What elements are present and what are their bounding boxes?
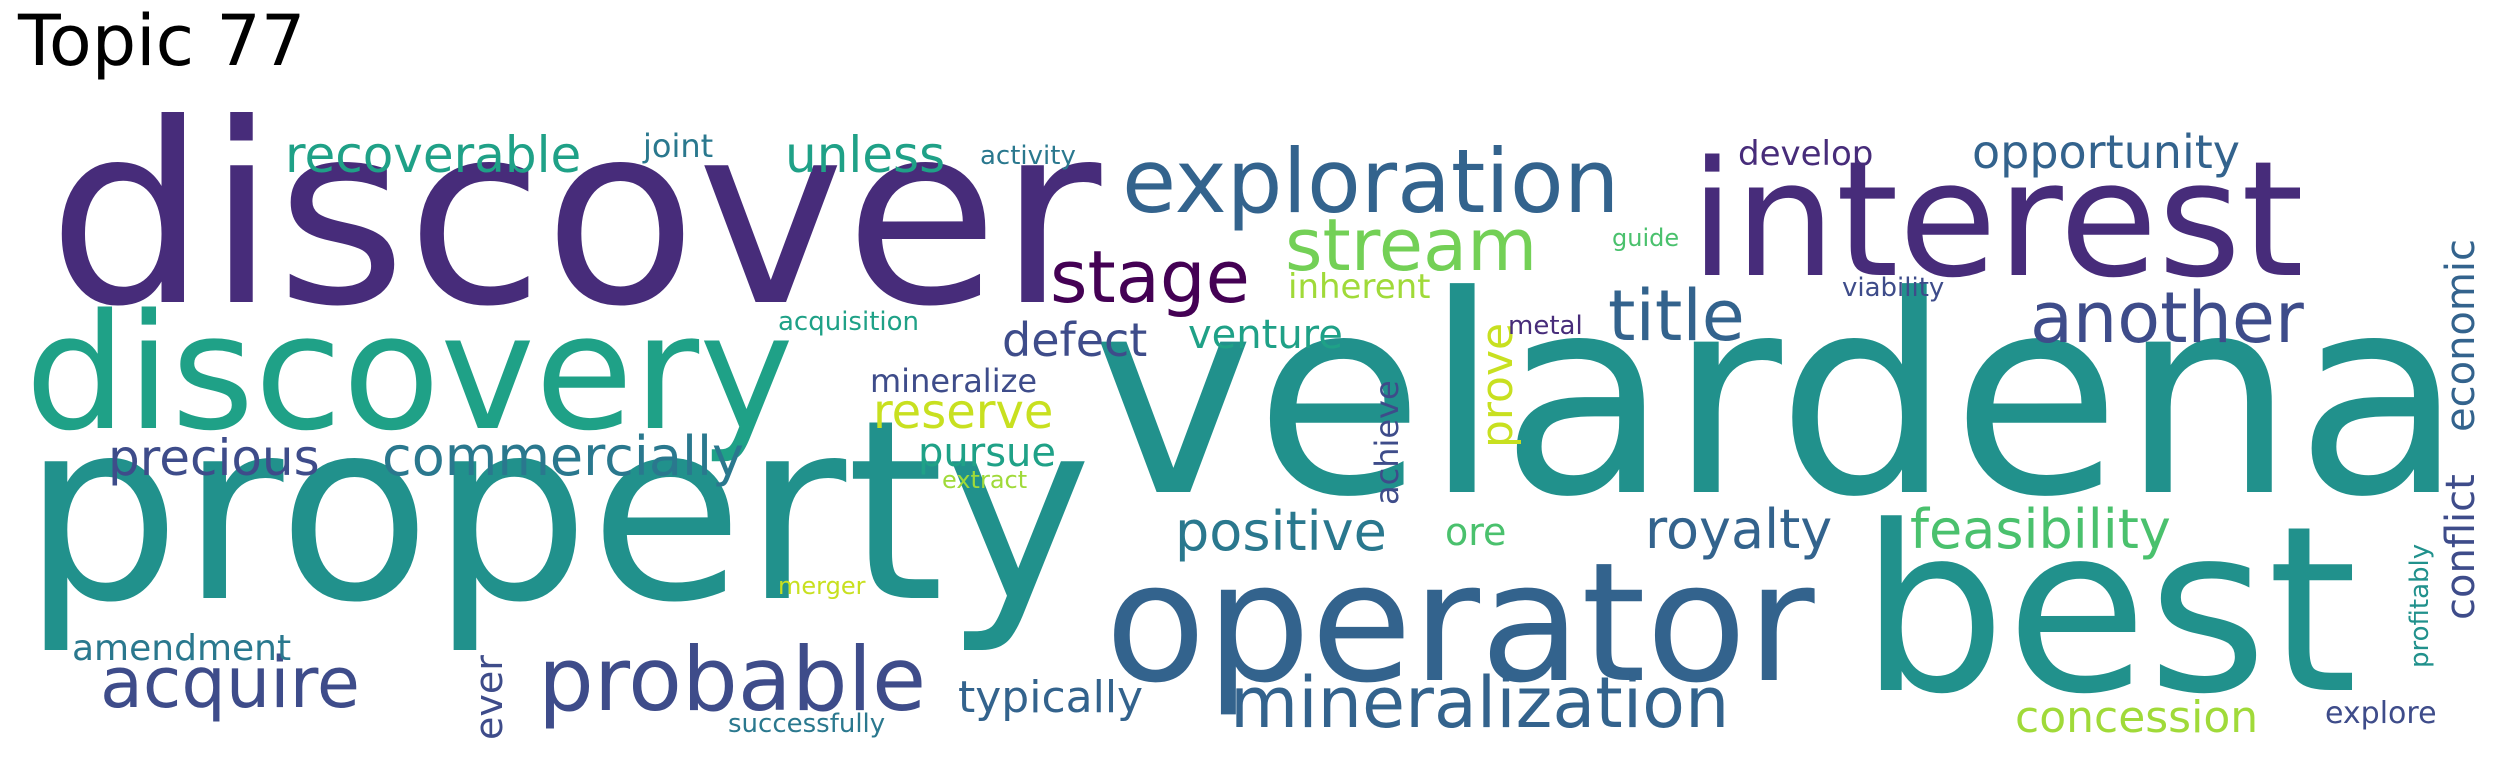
word-mineralize: mineralize [870, 362, 1037, 400]
word-title: title [1608, 275, 1745, 357]
word-defect: defect [1002, 313, 1147, 367]
word-acquisition: acquisition [778, 307, 919, 337]
word-ore: ore [1445, 510, 1506, 554]
word-recoverable: recoverable [285, 126, 581, 184]
word-feasibility: feasibility [1910, 498, 2171, 561]
word-discovery: discovery [25, 279, 794, 466]
word-unless: unless [785, 126, 945, 184]
word-viability: viability [1842, 273, 1944, 303]
word-economic: economic [2438, 239, 2484, 432]
word-velardena: velardena [1092, 237, 2464, 557]
word-royalty: royalty [1645, 498, 1832, 561]
word-stream: stream [1285, 203, 1537, 287]
word-positive: positive [1175, 500, 1387, 563]
word-mineralization: mineralization [1230, 662, 1729, 744]
word-concession: concession [2015, 692, 2258, 743]
word-opportunity: opportunity [1972, 125, 2240, 179]
word-another: another [2030, 277, 2304, 359]
word-joint: joint [642, 127, 713, 165]
word-venture: venture [1188, 312, 1343, 358]
word-commercially: commercially [382, 425, 744, 488]
word-merger: merger [778, 572, 866, 600]
word-explore: explore [2325, 696, 2437, 731]
word-discover: discover [48, 70, 1102, 361]
word-precious: precious [108, 429, 320, 487]
page-title: Topic 77 [18, 0, 306, 82]
word-amendment: amendment [72, 628, 291, 669]
word-reserve: reserve [873, 384, 1053, 440]
word-extract: extract [942, 466, 1027, 494]
word-acquire: acquire [100, 642, 360, 724]
word-profitably: profitably [2405, 544, 2435, 668]
word-typically: typically [958, 672, 1143, 723]
word-operator: operator [1105, 527, 1815, 719]
word-pursue: pursue [918, 430, 1056, 476]
word-develop: develop [1738, 134, 1873, 174]
word-property: property [22, 366, 1092, 657]
word-guide: guide [1612, 224, 1679, 252]
word-conflict: conflict [2438, 474, 2484, 620]
word-achieve: achieve [1368, 380, 1406, 505]
word-exploration: exploration [1122, 130, 1620, 233]
word-ever: ever [467, 655, 511, 740]
word-stage: stage [1050, 235, 1250, 319]
word-probable: probable [538, 628, 926, 731]
word-best: best [1860, 478, 2358, 745]
word-prove: prove [1472, 323, 1523, 448]
word-inherent: inherent [1288, 267, 1431, 307]
word-metal: metal [1508, 311, 1583, 341]
word-activity: activity [980, 141, 1076, 171]
word-successfully: successfully [728, 709, 885, 739]
word-interest: interest [1690, 126, 2304, 313]
